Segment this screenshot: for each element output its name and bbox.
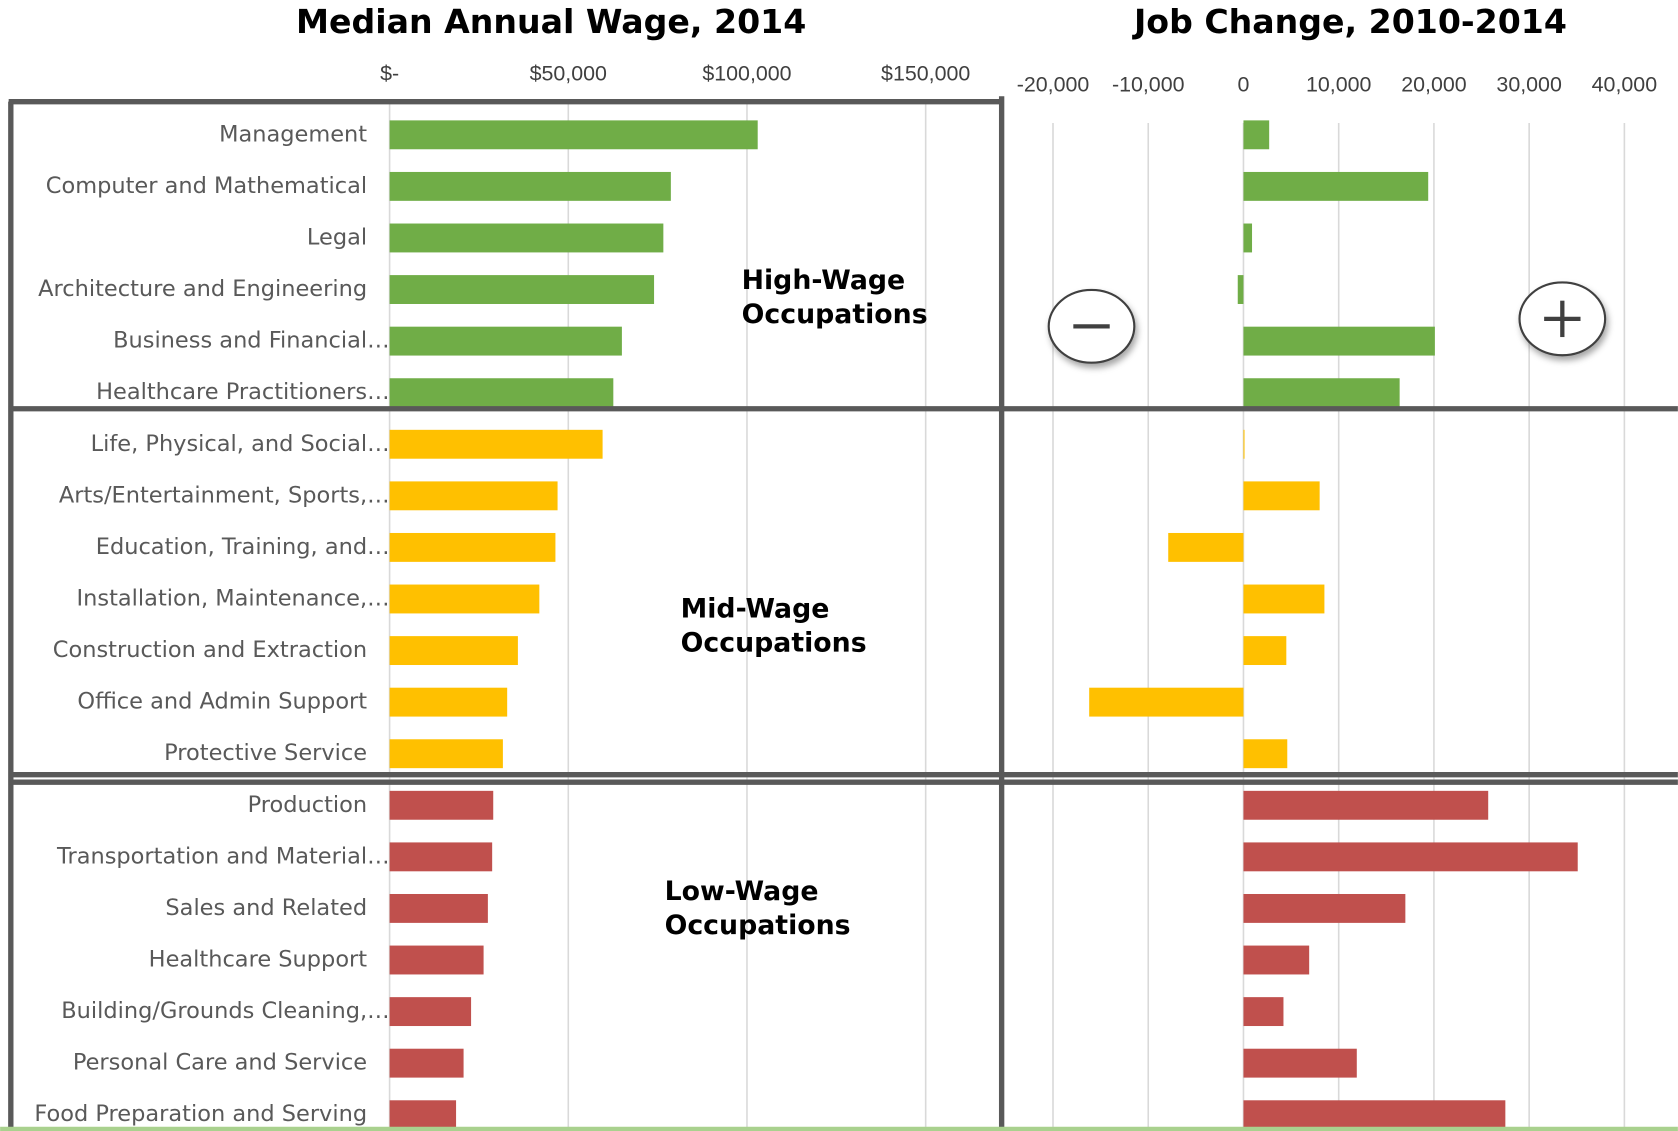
bar: [1243, 481, 1320, 511]
x-tick-label: 10,000: [1306, 72, 1372, 96]
category-label: Legal: [307, 224, 367, 250]
x-tick-label: $100,000: [702, 62, 791, 86]
group-label: Occupations: [681, 628, 867, 659]
bar: [389, 120, 758, 150]
bar: [389, 171, 671, 201]
x-tick-label: $-: [380, 62, 399, 86]
bar: [1243, 1100, 1506, 1130]
category-label: Architecture and Engineering: [38, 276, 367, 302]
x-tick-label: 40,000: [1592, 72, 1658, 96]
category-label: Installation, Maintenance,…: [77, 585, 390, 611]
bar: [1243, 945, 1310, 975]
bar: [389, 1048, 464, 1078]
x-tick-label: -10,000: [1112, 72, 1185, 96]
x-tick-label: 30,000: [1496, 72, 1562, 96]
bar: [389, 687, 508, 717]
category-label: Education, Training, and…: [96, 534, 390, 560]
bar: [389, 1100, 457, 1130]
group-label: Occupations: [742, 299, 928, 330]
category-label: Office and Admin Support: [77, 689, 367, 715]
bar: [389, 326, 622, 356]
bar: [1243, 429, 1245, 459]
category-label: Healthcare Support: [149, 947, 368, 973]
bar: [1243, 997, 1284, 1027]
category-label: Computer and Mathematical: [46, 173, 367, 199]
bar: [389, 584, 540, 614]
group-label: Mid-Wage: [681, 593, 830, 624]
category-label: Sales and Related: [165, 895, 367, 921]
bar: [389, 739, 503, 769]
bar: [1243, 1048, 1357, 1078]
x-tick-label: $50,000: [530, 62, 607, 86]
category-label: Arts/Entertainment, Sports,…: [59, 482, 390, 508]
group-label: Occupations: [665, 910, 851, 941]
bar: [389, 945, 484, 975]
group-label: High-Wage: [742, 265, 906, 296]
bar: [1089, 687, 1244, 717]
bar: [389, 378, 614, 408]
category-label: Construction and Extraction: [53, 637, 367, 663]
category-label: Building/Grounds Cleaning,…: [61, 998, 389, 1024]
bar: [1243, 326, 1435, 356]
bar: [1243, 120, 1270, 150]
bar: [389, 481, 558, 511]
bar: [1168, 532, 1244, 562]
category-label: Production: [248, 792, 368, 818]
bar: [389, 790, 494, 820]
category-label: Management: [219, 121, 367, 147]
bar: [1237, 275, 1244, 304]
plus-symbol: [1518, 281, 1607, 357]
x-tick-label: $150,000: [881, 62, 970, 86]
category-label: Personal Care and Service: [73, 1050, 367, 1076]
bar: [389, 842, 493, 872]
category-label: Transportation and Material…: [56, 843, 390, 869]
bar: [1243, 636, 1287, 666]
group-label: Low-Wage: [665, 876, 819, 907]
category-label: Life, Physical, and Social…: [91, 431, 390, 457]
bar: [389, 429, 603, 459]
bar: [1243, 171, 1429, 201]
bar: [389, 223, 664, 253]
chart-title: Job Change, 2010-2014: [1132, 2, 1567, 41]
category-label: Healthcare Practitioners…: [96, 379, 389, 405]
x-tick-label: -20,000: [1017, 72, 1090, 96]
bar: [389, 997, 472, 1027]
bar: [1243, 223, 1253, 253]
bar: [389, 893, 488, 923]
bar: [389, 532, 556, 562]
bar: [1243, 378, 1400, 408]
category-label: Business and Financial…: [113, 328, 390, 354]
chart-title: Median Annual Wage, 2014: [296, 2, 806, 41]
bar: [1243, 842, 1578, 872]
bar: [1243, 584, 1325, 614]
x-tick-label: 20,000: [1401, 72, 1467, 96]
bar: [1243, 790, 1489, 820]
category-label: Protective Service: [164, 740, 367, 766]
bar: [389, 275, 655, 304]
bar: [1243, 739, 1288, 769]
category-label: Food Preparation and Serving: [34, 1101, 367, 1127]
frame: [8, 96, 1678, 1131]
x-tick-label: 0: [1238, 72, 1250, 96]
minus-symbol: [1047, 288, 1136, 364]
bar: [1243, 893, 1406, 923]
bar: [389, 636, 518, 666]
